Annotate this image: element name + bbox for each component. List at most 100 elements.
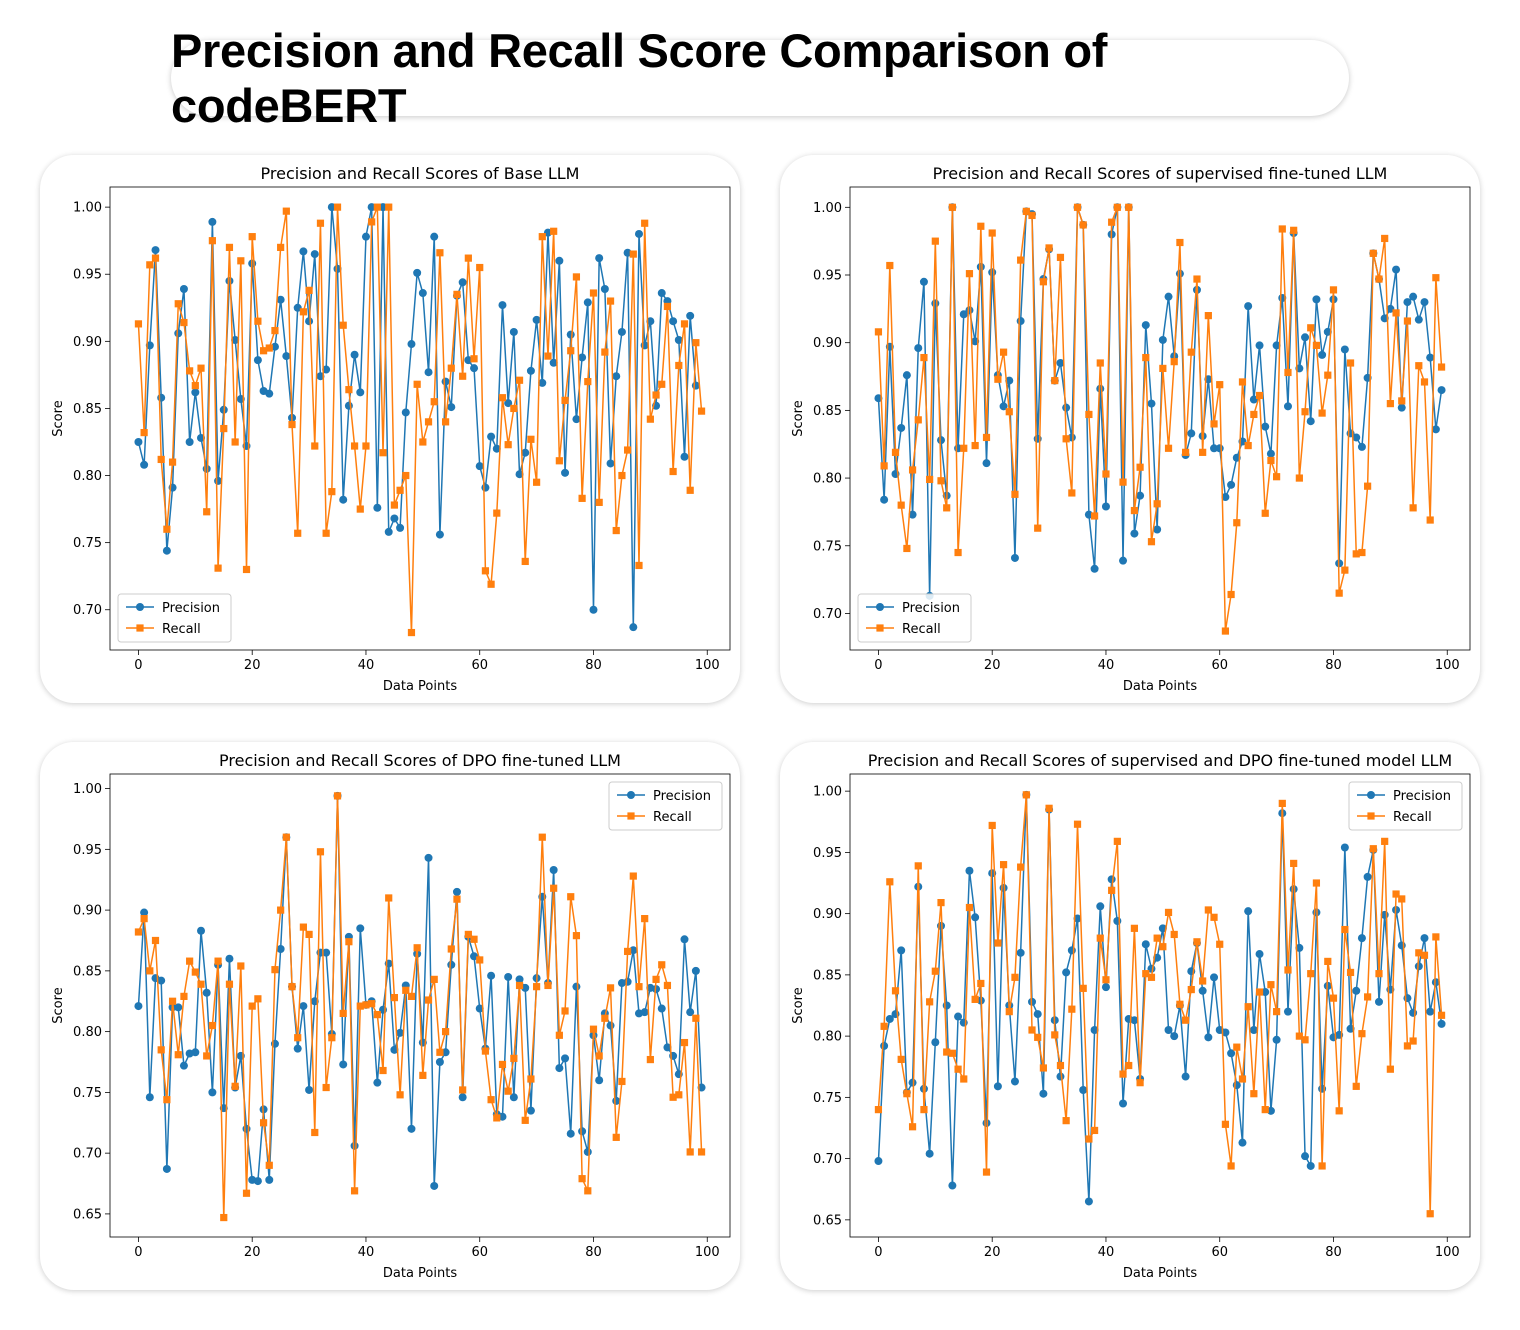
data-point-precision <box>1130 1016 1139 1025</box>
data-point-precision <box>322 365 331 374</box>
x-tick-label: 80 <box>585 1245 602 1260</box>
data-point-recall <box>1352 1082 1360 1090</box>
data-point-precision <box>509 1093 518 1102</box>
data-point-recall <box>1073 203 1082 211</box>
data-point-recall <box>271 326 279 335</box>
data-point-recall <box>669 1093 677 1101</box>
legend: Precision Recall <box>608 781 723 831</box>
data-point-precision <box>1084 1197 1093 1206</box>
legend-label-precision: Precision <box>1393 789 1451 804</box>
x-tick-label: 60 <box>471 658 488 673</box>
y-tick-label: 0.75 <box>73 1086 102 1101</box>
data-point-precision <box>572 982 581 991</box>
y-tick-label: 0.80 <box>813 472 842 487</box>
data-point-recall <box>1022 207 1030 215</box>
data-point-precision <box>1437 1019 1446 1028</box>
data-point-precision <box>1414 962 1423 971</box>
data-point-recall <box>555 1031 563 1039</box>
data-point-recall <box>1153 934 1161 942</box>
data-point-recall <box>1250 410 1258 419</box>
data-point-precision <box>1221 493 1230 502</box>
data-point-recall <box>1142 970 1150 978</box>
data-point-precision <box>999 883 1008 892</box>
data-point-recall <box>1426 516 1434 524</box>
data-point-precision <box>481 483 490 492</box>
data-point-precision <box>1113 916 1122 925</box>
data-point-recall <box>493 1114 501 1122</box>
data-point-precision <box>521 448 530 457</box>
data-point-precision <box>202 464 211 473</box>
data-point-recall <box>413 380 421 388</box>
data-point-recall <box>322 529 330 537</box>
data-point-precision <box>162 546 171 555</box>
data-point-recall <box>157 455 165 464</box>
data-point-precision <box>908 1078 917 1087</box>
data-point-precision <box>356 924 365 933</box>
data-point-recall <box>385 894 393 902</box>
data-point-recall <box>339 1009 347 1017</box>
data-point-precision <box>1301 333 1310 342</box>
data-point-precision <box>1101 502 1110 511</box>
chart-title: Precision and Recall Scores of DPO fine-… <box>219 751 621 770</box>
data-point-precision <box>931 1038 940 1047</box>
data-point-recall <box>379 449 387 457</box>
data-point-precision <box>1062 403 1071 412</box>
data-point-precision <box>1306 1161 1315 1170</box>
data-point-recall <box>1432 274 1440 282</box>
data-point-recall <box>1170 930 1178 939</box>
data-point-precision <box>1010 1077 1019 1086</box>
data-point-precision <box>179 284 188 293</box>
data-point-recall <box>988 821 996 830</box>
data-point-precision <box>1420 298 1429 307</box>
data-point-precision <box>885 1014 894 1023</box>
data-point-precision <box>1340 345 1349 354</box>
data-point-precision <box>1090 1025 1099 1034</box>
chart-svg: Precision and Recall Scores of supervise… <box>791 751 1471 1281</box>
data-point-recall <box>988 229 996 237</box>
data-point-recall <box>1181 1016 1190 1024</box>
data-point-recall <box>208 237 216 245</box>
data-point-recall <box>544 981 552 990</box>
data-point-recall <box>999 861 1008 869</box>
data-point-recall <box>504 441 512 449</box>
data-point-precision <box>1164 292 1173 301</box>
legend: Precision Recall <box>1348 781 1463 831</box>
data-point-recall <box>618 1077 626 1086</box>
y-tick-label: 0.65 <box>813 1213 842 1228</box>
data-point-recall <box>624 446 632 454</box>
data-point-recall <box>1022 791 1030 799</box>
data-point-recall <box>345 938 353 946</box>
data-point-recall <box>316 848 325 856</box>
data-point-precision <box>521 983 530 992</box>
data-point-recall <box>1051 1031 1059 1039</box>
data-point-precision <box>982 459 991 468</box>
data-point-recall <box>931 967 939 975</box>
y-axis-label: Score <box>51 400 66 436</box>
data-point-recall <box>1386 400 1394 408</box>
data-point-recall <box>948 1049 956 1057</box>
data-point-recall <box>146 967 154 975</box>
x-axis-label: Data Points <box>1123 679 1197 694</box>
data-point-recall <box>675 361 683 370</box>
x-tick-label: 0 <box>134 1245 142 1260</box>
data-point-recall <box>1255 391 1264 400</box>
data-point-precision <box>299 247 308 256</box>
data-point-precision <box>600 284 609 293</box>
data-point-recall <box>1324 371 1332 379</box>
x-tick-label: 100 <box>1435 658 1460 673</box>
data-point-recall <box>874 328 883 336</box>
data-point-precision <box>1323 327 1332 336</box>
data-point-precision <box>623 977 632 986</box>
data-point-recall <box>1398 895 1406 903</box>
data-point-recall <box>220 1213 228 1222</box>
data-point-precision <box>1010 553 1019 562</box>
data-point-precision <box>543 228 552 237</box>
data-point-recall <box>584 1187 592 1195</box>
data-point-recall <box>151 254 160 262</box>
data-point-recall <box>333 203 342 211</box>
x-tick-label: 20 <box>244 658 261 673</box>
data-point-recall <box>1164 908 1173 917</box>
data-point-recall <box>259 347 268 355</box>
data-point-precision <box>151 246 160 255</box>
x-tick-label: 20 <box>984 1245 1001 1260</box>
